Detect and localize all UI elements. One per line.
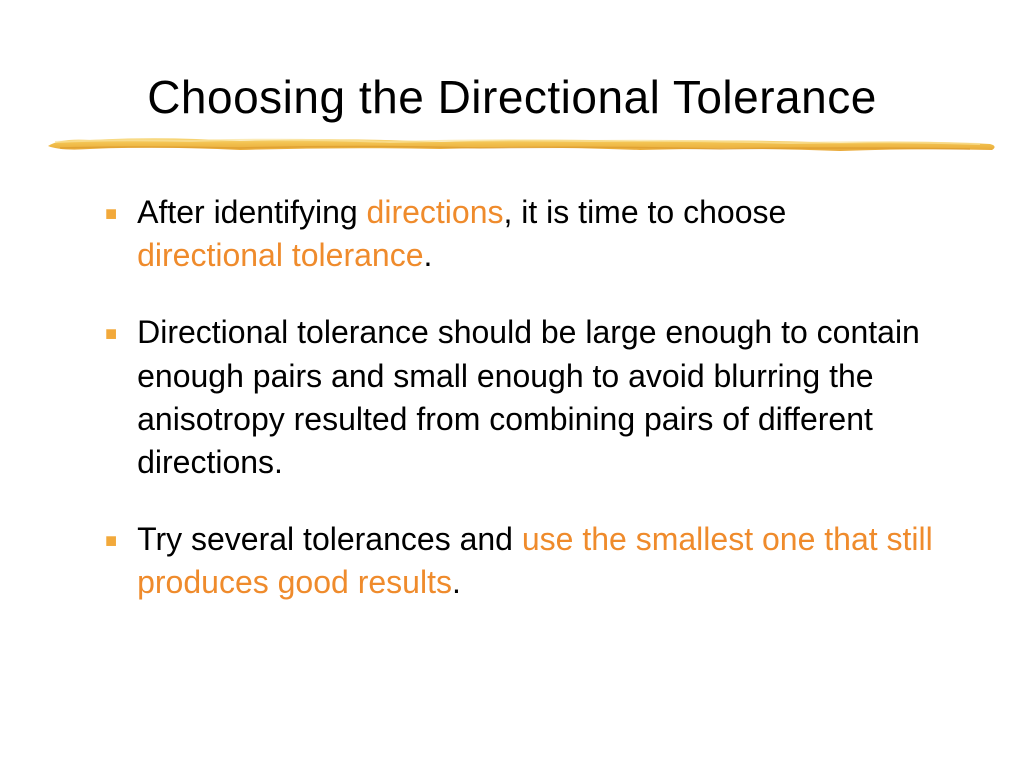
plain-text: Try several tolerances and xyxy=(137,521,522,557)
plain-text: Directional tolerance should be large en… xyxy=(137,314,920,480)
bullet-item: ■ Directional tolerance should be large … xyxy=(105,311,934,484)
bullet-marker-icon: ■ xyxy=(105,201,117,228)
bullet-text: Directional tolerance should be large en… xyxy=(137,311,934,484)
slide-body: ■ After identifying directions, it is ti… xyxy=(50,191,974,605)
plain-text: , it is time to choose xyxy=(504,194,787,230)
bullet-marker-icon: ■ xyxy=(105,528,117,555)
plain-text: . xyxy=(452,564,461,600)
slide-title: Choosing the Directional Tolerance xyxy=(50,70,974,124)
plain-text: After identifying xyxy=(137,194,366,230)
plain-text: . xyxy=(423,237,432,273)
bullet-item: ■ Try several tolerances and use the sma… xyxy=(105,518,934,604)
bullet-item: ■ After identifying directions, it is ti… xyxy=(105,191,934,277)
highlight-text: directions xyxy=(367,194,504,230)
slide-container: Choosing the Directional Tolerance ■ Aft… xyxy=(0,0,1024,768)
title-underline-brush xyxy=(40,132,1000,156)
bullet-marker-icon: ■ xyxy=(105,321,117,348)
bullet-text: After identifying directions, it is time… xyxy=(137,191,934,277)
bullet-text: Try several tolerances and use the small… xyxy=(137,518,934,604)
highlight-text: directional tolerance xyxy=(137,237,423,273)
